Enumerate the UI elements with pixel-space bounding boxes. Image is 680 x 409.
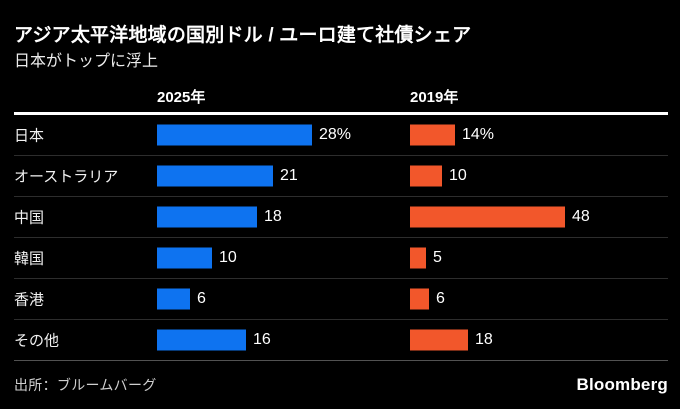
value-label: 48 <box>572 208 590 225</box>
chart-subtitle: 日本がトップに浮上 <box>14 53 159 70</box>
value-label: 10 <box>219 249 237 266</box>
value-label: 5 <box>433 249 442 266</box>
bar-2025年-香港 <box>157 288 190 310</box>
bar-2019年-オーストラリア <box>410 165 442 187</box>
value-label: 18 <box>264 208 282 225</box>
bar-2025年-中国 <box>157 206 257 228</box>
bar-table: 日本 28% 14% オーストラリア 21 10 中国 18 48 韓国 10 5 香港 6 6 その他 16 1… <box>0 115 680 361</box>
chart-title: アジア太平洋地域の国別ドル / ユーロ建て社債シェア <box>14 25 472 46</box>
category-label: 韓国 <box>14 250 45 268</box>
bar-2019年-香港 <box>410 288 429 310</box>
bar-2019年-韓国 <box>410 247 426 269</box>
table-row: 日本 28% 14% <box>14 115 668 156</box>
bar-2025年-その他 <box>157 329 246 351</box>
footer: 出所：ブルームバーグ Bloomberg <box>14 363 668 407</box>
value-label: 6 <box>436 290 445 307</box>
top-rule <box>14 112 668 115</box>
value-label: 18 <box>475 331 493 348</box>
table-row: 香港 6 6 <box>14 279 668 320</box>
value-label: 10 <box>449 167 467 184</box>
category-label: オーストラリア <box>14 168 119 186</box>
value-label: 21 <box>280 167 298 184</box>
bar-2025年-オーストラリア <box>157 165 273 187</box>
source-note: 出所：ブルームバーグ <box>14 377 157 393</box>
value-label: 14% <box>462 126 495 143</box>
bar-2025年-日本 <box>157 124 312 146</box>
value-label: 16 <box>253 331 271 348</box>
bar-2025年-韓国 <box>157 247 212 269</box>
category-label: その他 <box>14 332 60 350</box>
table-row: その他 16 18 <box>14 320 668 361</box>
table-row: 韓国 10 5 <box>14 238 668 279</box>
category-label: 香港 <box>14 291 45 309</box>
value-label: 28% <box>319 126 352 143</box>
table-row: オーストラリア 21 10 <box>14 156 668 197</box>
bloomberg-logo: Bloomberg <box>576 375 668 394</box>
category-label: 中国 <box>14 209 45 227</box>
bar-2019年-中国 <box>410 206 565 228</box>
table-row: 中国 18 48 <box>14 197 668 238</box>
bar-2019年-その他 <box>410 329 468 351</box>
column-header-2025: 2025年 <box>157 89 206 106</box>
column-header-2019: 2019年 <box>410 89 459 106</box>
value-label: 6 <box>197 290 206 307</box>
bar-2019年-日本 <box>410 124 455 146</box>
category-label: 日本 <box>14 127 45 145</box>
